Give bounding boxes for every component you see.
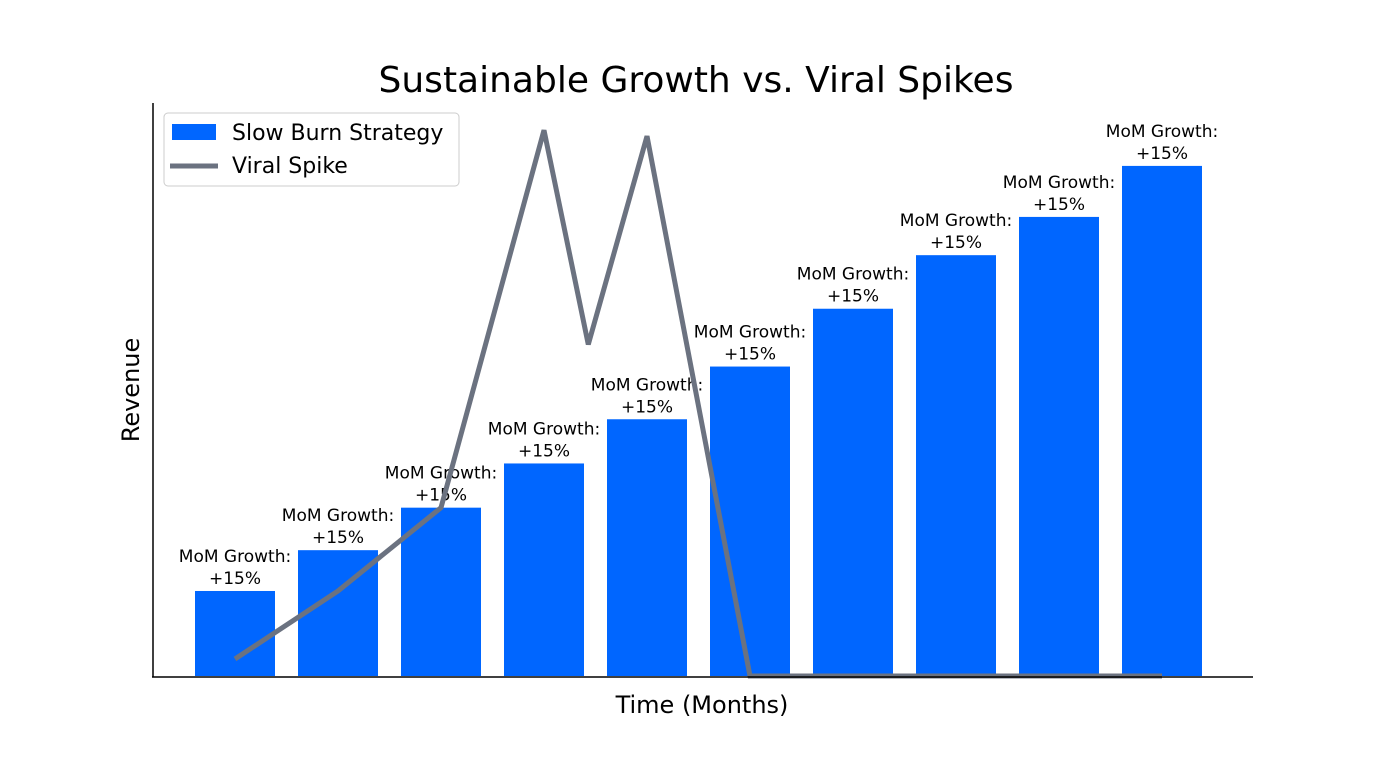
bar-data-label: MoM Growth: +15% bbox=[694, 323, 806, 365]
bar-data-label: MoM Growth: +15% bbox=[900, 211, 1012, 253]
bar-data-label: MoM Growth: +15% bbox=[591, 375, 703, 417]
bar-month-9 bbox=[1019, 216, 1099, 677]
legend-label-viral-spike: Viral Spike bbox=[232, 154, 348, 179]
legend: Slow Burn Strategy Viral Spike bbox=[163, 112, 460, 187]
bar-data-label: MoM Growth: +15% bbox=[1003, 173, 1115, 215]
bar-month-6 bbox=[710, 366, 790, 676]
bar-data-label: MoM Growth: +15% bbox=[179, 547, 291, 589]
bar-month-8 bbox=[916, 255, 996, 676]
bar-data-label: MoM Growth: +15% bbox=[797, 265, 909, 307]
bar-data-label: MoM Growth: +15% bbox=[1106, 122, 1218, 164]
bar-month-5 bbox=[607, 419, 687, 676]
bar-month-3 bbox=[401, 507, 481, 676]
y-axis-label: Revenue bbox=[117, 338, 145, 443]
legend-swatch-slow-burn bbox=[172, 124, 216, 140]
bar-data-label: MoM Growth: +15% bbox=[488, 419, 600, 461]
bar-month-10 bbox=[1122, 165, 1202, 676]
legend-label-slow-burn: Slow Burn Strategy bbox=[232, 121, 443, 146]
bar-month-4 bbox=[504, 463, 584, 676]
chart-title: Sustainable Growth vs. Viral Spikes bbox=[379, 60, 1014, 101]
x-axis-label: Time (Months) bbox=[615, 691, 789, 719]
bar-data-label: MoM Growth: +15% bbox=[385, 464, 497, 506]
legend-box bbox=[163, 112, 460, 187]
bar-month-1 bbox=[195, 590, 275, 676]
bar-month-7 bbox=[813, 308, 893, 676]
viral-spike-line bbox=[233, 129, 1162, 679]
bar-data-label: MoM Growth: +15% bbox=[282, 506, 394, 548]
